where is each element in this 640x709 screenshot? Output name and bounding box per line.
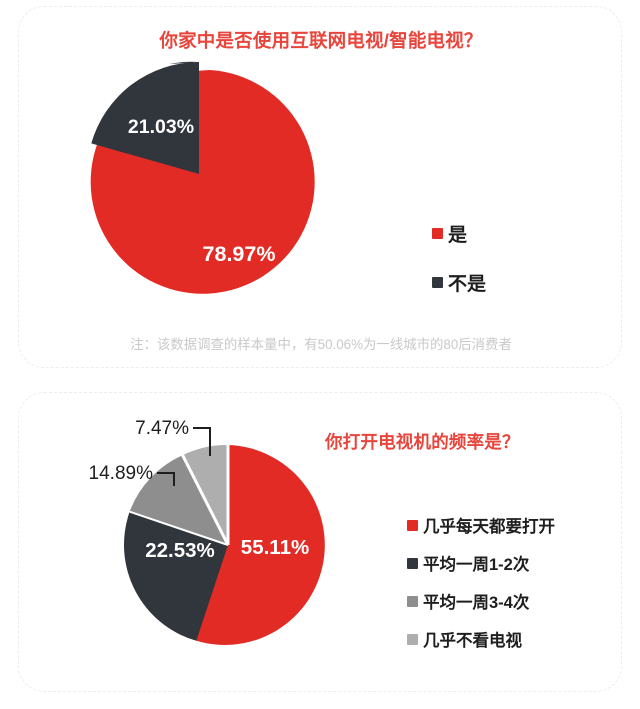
pie-chart-2-svg: 55.11% 22.53% 14.89% 7.47% xyxy=(89,418,325,645)
legend-chart-2: 几乎每天都要打开 平均一周1-2次 平均一周3-4次 几乎不看电视 xyxy=(407,513,555,665)
pie-label-one-two-week: 22.53% xyxy=(145,539,215,562)
legend-item-three-four-week[interactable]: 平均一周3-4次 xyxy=(407,589,555,613)
legend-swatch-no xyxy=(432,277,443,288)
legend-swatch-one-two-week xyxy=(407,557,418,569)
legend-label-three-four-week: 平均一周3-4次 xyxy=(423,594,530,612)
pie-slice-one-two-week xyxy=(123,511,228,641)
legend-swatch-yes xyxy=(432,228,443,239)
pie-chart-tv-ownership: 78.97% 21.03% xyxy=(59,47,359,317)
legend-item-rarely-watch[interactable]: 几乎不看电视 xyxy=(407,627,555,651)
chart-1-footnote: 注：该数据调查的样本量中，有50.06%为一线城市的80后消费者 xyxy=(130,337,512,352)
legend-label-one-two-week: 平均一周1-2次 xyxy=(423,556,530,574)
pie-label-daily: 55.11% xyxy=(241,536,309,559)
legend-label-yes: 是 xyxy=(448,225,468,246)
legend-swatch-rarely-watch xyxy=(407,633,418,645)
page-title-chart-1: 你家中是否使用互联网电视/智能电视？ xyxy=(159,30,483,51)
legend-chart-1: 是 不是 xyxy=(432,220,486,318)
pie-slice-three-four-week xyxy=(129,455,228,545)
legend-label-no: 不是 xyxy=(448,274,487,295)
legend-label-daily: 几乎每天都要打开 xyxy=(423,518,555,536)
pie-divider-rarely xyxy=(181,454,230,546)
chart-card-tv-ownership: 你家中是否使用互联网电视/智能电视？ 78.97% 21.03% 是 xyxy=(18,6,622,368)
legend-label-rarely-watch: 几乎不看电视 xyxy=(423,632,522,650)
pie-divider-three-four xyxy=(129,510,229,546)
chart-card-tv-frequency: 你打开电视机的频率是？ 55.11% 22.53% xyxy=(18,392,622,692)
pie-chart-tv-frequency: 55.11% 22.53% 14.89% 7.47% xyxy=(79,413,379,663)
pie-label-yes: 78.97% xyxy=(203,242,276,266)
page-title-chart-2: 你打开电视机的频率是？ xyxy=(325,432,520,452)
legend-item-yes[interactable]: 是 xyxy=(432,220,486,247)
pie-slice-no-wedge xyxy=(91,62,199,174)
pie-label-rarely-watch: 7.47% xyxy=(135,418,189,439)
pie-chart-1-svg: 78.97% 21.03% xyxy=(90,61,315,294)
legend-item-one-two-week[interactable]: 平均一周1-2次 xyxy=(407,551,555,575)
pie-label-three-four-week: 14.89% xyxy=(89,463,154,484)
pie-callout-line-three-four xyxy=(157,472,175,486)
legend-item-no[interactable]: 不是 xyxy=(432,269,486,296)
pie-label-no: 21.03% xyxy=(128,116,194,138)
pie-callout-line-rarely xyxy=(193,427,211,456)
legend-item-daily[interactable]: 几乎每天都要打开 xyxy=(407,513,555,537)
legend-swatch-three-four-week xyxy=(407,595,418,607)
legend-swatch-daily xyxy=(407,519,418,531)
